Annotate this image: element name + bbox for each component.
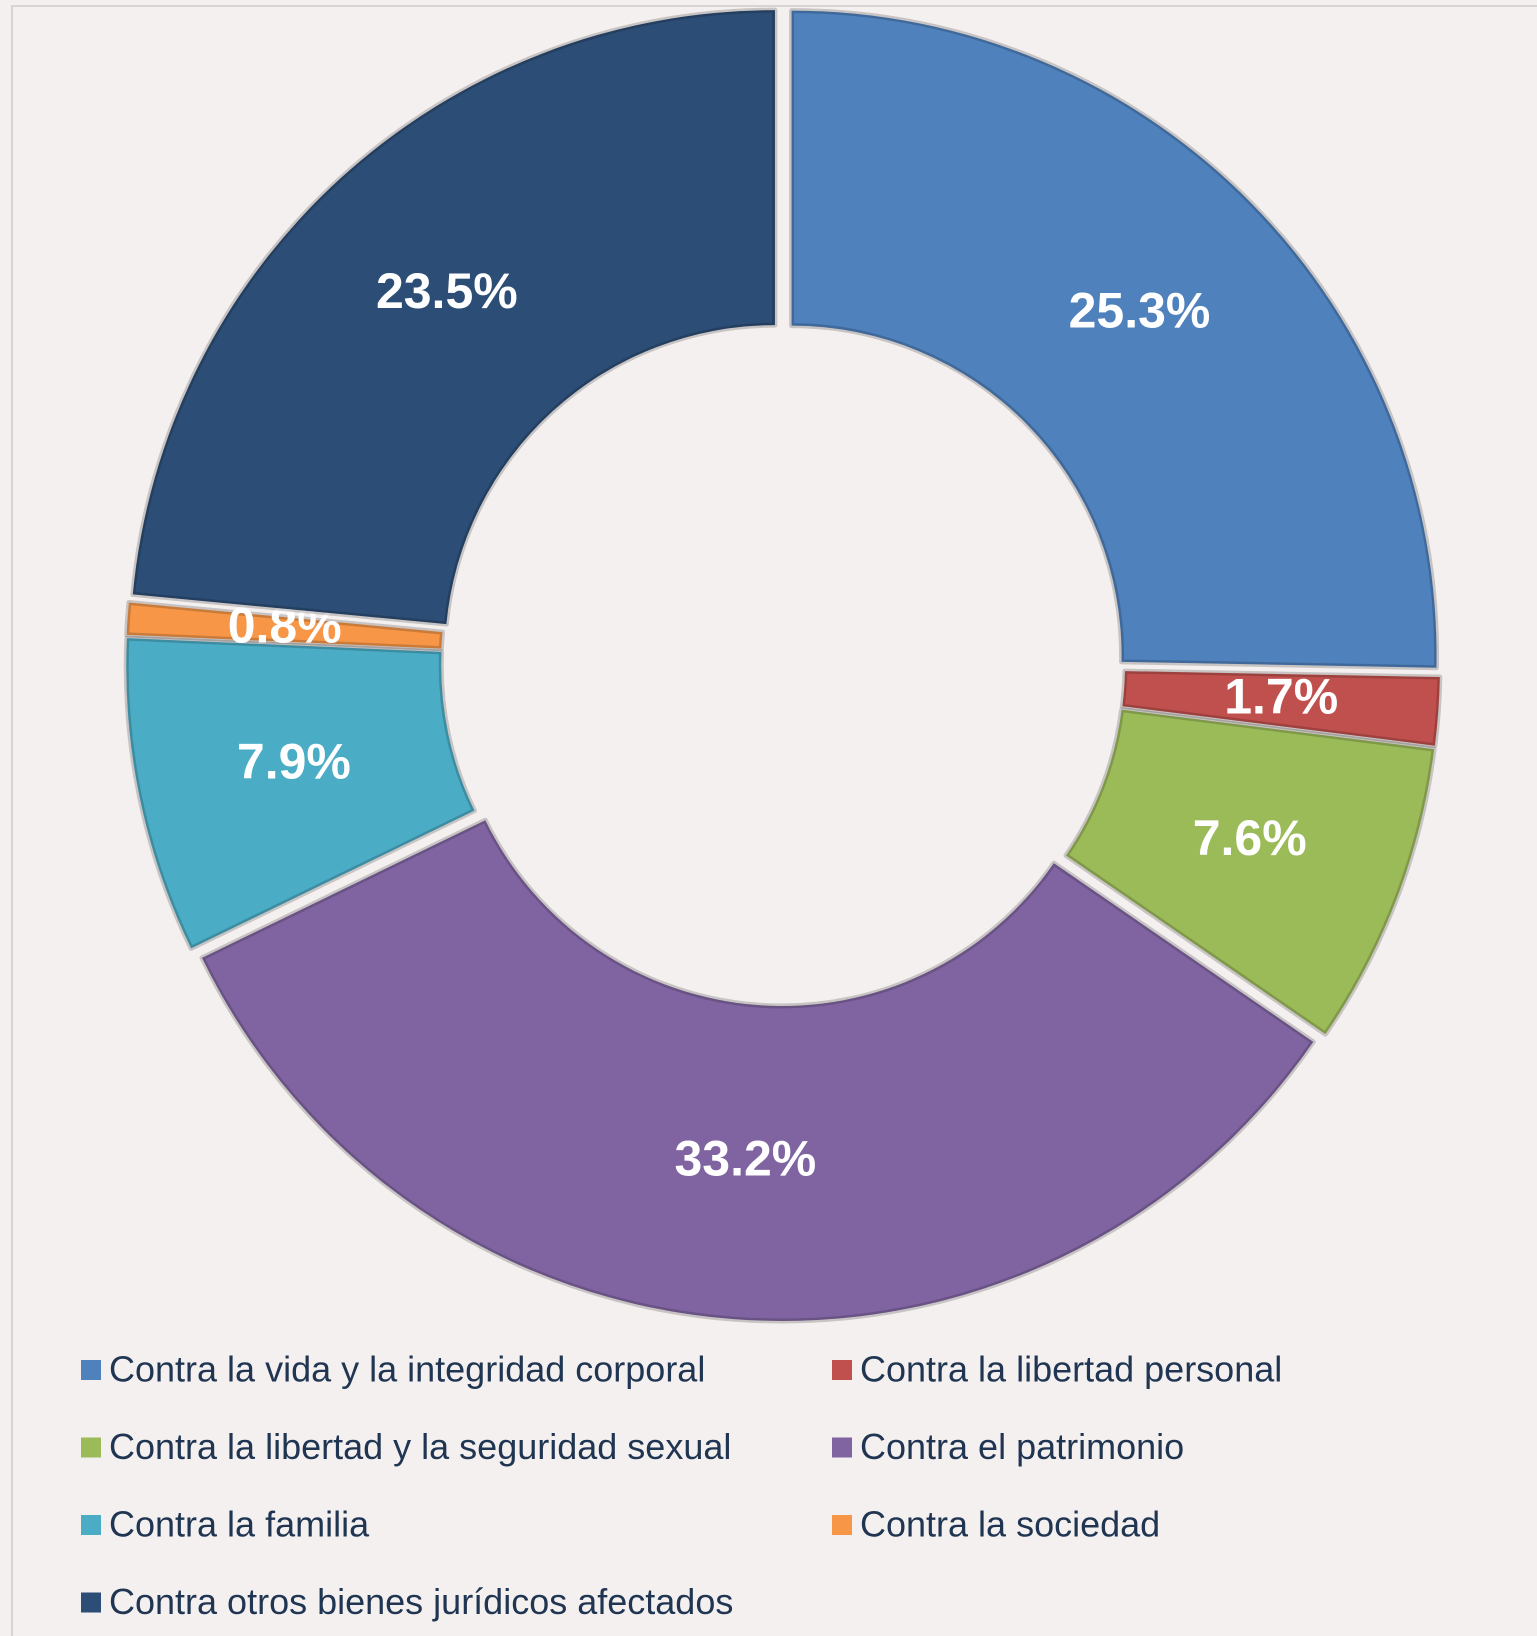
slice xyxy=(123,635,477,951)
legend-swatch xyxy=(832,1437,852,1458)
legend-label: Contra la libertad personal xyxy=(860,1349,1282,1390)
data-label: 1.7% xyxy=(1224,668,1338,724)
slice xyxy=(1063,707,1437,1037)
legend-swatch xyxy=(81,1515,101,1535)
legend-label: Contra la familia xyxy=(109,1504,370,1545)
legend-label: Contra el patrimonio xyxy=(860,1426,1184,1467)
legend-swatch xyxy=(81,1360,101,1380)
legend-swatch xyxy=(832,1515,852,1535)
legend-swatch xyxy=(81,1437,101,1458)
data-label: 23.5% xyxy=(376,263,518,319)
legend-swatch xyxy=(81,1592,101,1613)
slice xyxy=(789,8,1440,671)
data-label: 7.9% xyxy=(237,733,351,789)
legend-label: Contra la libertad y la seguridad sexual xyxy=(109,1426,731,1467)
data-label: 33.2% xyxy=(674,1130,816,1186)
slice xyxy=(130,7,778,627)
slice xyxy=(1119,668,1443,749)
slice xyxy=(124,599,445,652)
data-label: 7.6% xyxy=(1193,810,1307,866)
slice xyxy=(199,817,1316,1324)
legend-label: Contra la sociedad xyxy=(860,1504,1160,1545)
legend-swatch xyxy=(832,1360,852,1380)
legend-label: Contra la vida y la integridad corporal xyxy=(109,1349,705,1390)
legend-label: Contra otros bienes jurídicos afectados xyxy=(109,1581,733,1622)
data-label: 25.3% xyxy=(1069,282,1211,338)
